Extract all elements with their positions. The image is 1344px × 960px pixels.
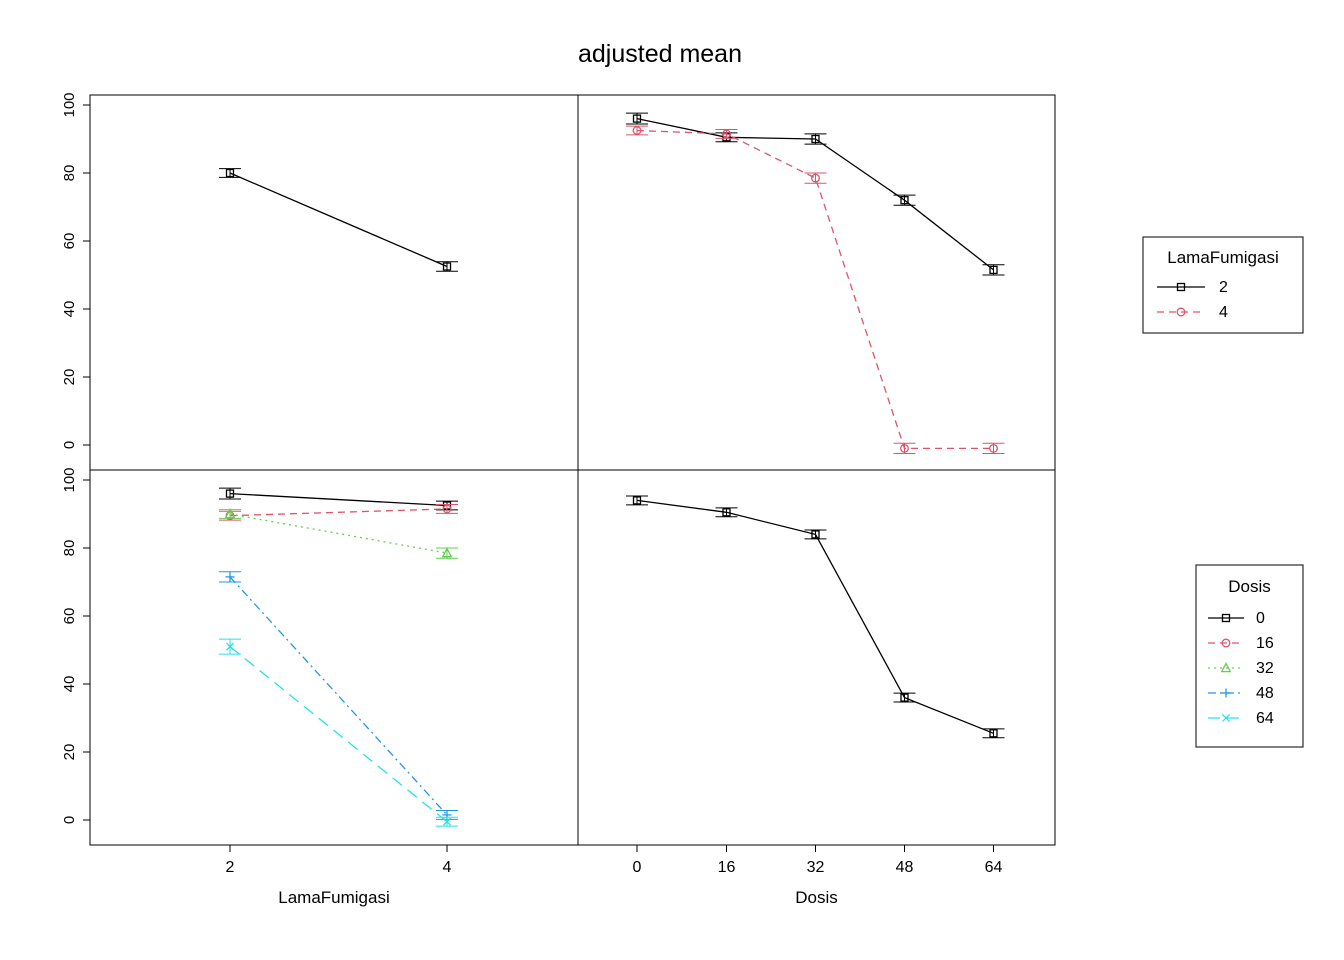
- chart-title: adjusted mean: [577, 40, 742, 68]
- square-marker: [900, 693, 909, 702]
- panel-border-bottom-left: [89, 469, 579, 846]
- y-tick-label: 40: [61, 676, 78, 693]
- series-line-bottom-left-32: [229, 513, 448, 554]
- legend-label: 64: [1256, 710, 1274, 727]
- x-marker: [442, 817, 452, 826]
- square-marker: [225, 489, 235, 498]
- x-tick-label: 2: [226, 859, 235, 876]
- y-tick-label: 100: [61, 92, 78, 117]
- circle-marker: [632, 126, 642, 135]
- series-line-top-left-adjusted mean: [229, 172, 448, 268]
- legend-box-LamaFumigasi: [1142, 236, 1304, 334]
- square-marker: [989, 265, 998, 275]
- y-tick-label: 0: [61, 816, 78, 824]
- x-tick-label: 16: [718, 859, 736, 876]
- legend-label: 2: [1219, 279, 1228, 296]
- panel-border-bottom-right: [577, 469, 1056, 846]
- y-tick-label: 60: [61, 608, 78, 625]
- square-marker: [632, 114, 642, 123]
- square-marker: [811, 134, 820, 144]
- triangle-marker: [1220, 662, 1232, 673]
- square-marker: [989, 729, 998, 738]
- square-marker: [442, 262, 452, 271]
- x-tick-label: 64: [985, 859, 1003, 876]
- square-marker: [632, 496, 642, 505]
- x-axis-label-dosis: Dosis: [795, 888, 838, 907]
- series-line-bottom-left-0: [229, 492, 448, 507]
- triangle-marker: [441, 547, 453, 558]
- circle-marker: [442, 504, 452, 514]
- legend-label: 32: [1256, 660, 1274, 677]
- y-tick-label: 100: [61, 467, 78, 492]
- square-marker: [900, 196, 909, 205]
- circle-marker: [1221, 638, 1231, 648]
- circle-marker: [900, 443, 909, 453]
- square-marker: [722, 508, 731, 517]
- legend-label: 48: [1256, 685, 1274, 702]
- square-marker: [1176, 282, 1186, 292]
- circle-marker: [989, 443, 998, 453]
- panel-border-top-left: [89, 94, 579, 471]
- y-tick-label: 40: [61, 301, 78, 318]
- x-tick-label: 32: [807, 859, 825, 876]
- circle-marker: [811, 173, 820, 183]
- y-tick-label: 80: [61, 540, 78, 557]
- x-tick-label: 4: [443, 859, 452, 876]
- circle-marker: [722, 129, 731, 139]
- panel-border-top-right: [577, 94, 1056, 471]
- y-tick-label: 20: [61, 744, 78, 761]
- legend-label: 0: [1256, 610, 1265, 627]
- y-tick-label: 80: [61, 165, 78, 182]
- series-line-bottom-left-48: [229, 576, 448, 816]
- x-tick-label: 48: [896, 859, 914, 876]
- legend-label: 16: [1256, 635, 1274, 652]
- y-tick-label: 20: [61, 369, 78, 386]
- y-tick-label: 0: [61, 441, 78, 449]
- circle-marker: [1176, 307, 1186, 317]
- legend-title: LamaFumigasi: [1167, 248, 1279, 267]
- legend-title: Dosis: [1228, 577, 1271, 596]
- x-marker: [1221, 713, 1231, 723]
- legend-box-Dosis: [1195, 564, 1304, 748]
- y-tick-label: 60: [61, 233, 78, 250]
- series-line-bottom-left-64: [229, 646, 448, 823]
- x-marker: [225, 642, 235, 651]
- x-axis-label-lamafumigasi: LamaFumigasi: [278, 888, 390, 907]
- square-marker: [811, 530, 820, 539]
- x-tick-label: 0: [633, 859, 642, 876]
- triangle-marker: [224, 508, 236, 519]
- square-marker: [1221, 613, 1231, 623]
- square-marker: [225, 168, 235, 178]
- legend-label: 4: [1219, 304, 1228, 321]
- series-line-bottom-left-16: [229, 508, 448, 517]
